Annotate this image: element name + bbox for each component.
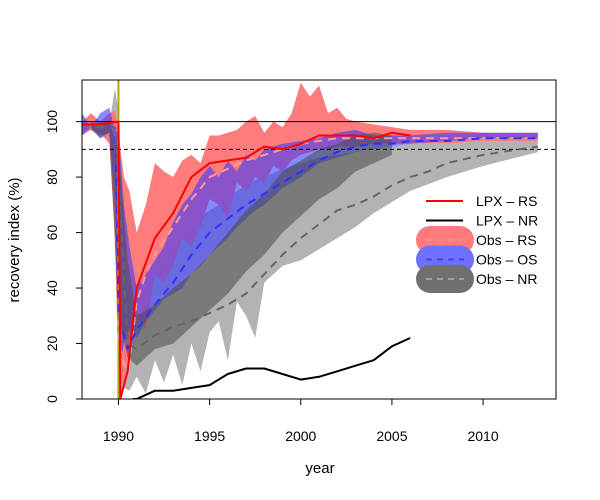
x-tick-label-1990: 1990	[103, 428, 134, 444]
series-lpx-nr	[133, 337, 411, 399]
legend-entry-lpx-nr: LPX – NR	[426, 213, 538, 229]
plot-frame	[81, 79, 557, 400]
legend-swatch	[416, 265, 474, 293]
y-tick-label-0: 0	[44, 395, 60, 403]
y-tick-label-100: 100	[44, 110, 60, 134]
legend-label: LPX – RS	[476, 193, 537, 209]
series-lines	[82, 120, 538, 399]
legend-label: Obs – RS	[476, 232, 537, 248]
legend-entry-obs-nr: Obs – NR	[416, 265, 537, 293]
y-axis-label: recovery index (%)	[6, 177, 23, 302]
legend: LPX – RS LPX – NR Obs – RS Obs – OS Obs – NR	[416, 193, 538, 293]
legend-label: Obs – NR	[476, 271, 537, 287]
y-tick-label-60: 60	[44, 225, 60, 241]
axes: 1990 1995 2000 2005 2010 0 20 40 60 80 100	[44, 110, 499, 444]
series-obs-rs-median	[82, 123, 538, 378]
y-tick-label-80: 80	[44, 169, 60, 185]
y-tick-label-40: 40	[44, 280, 60, 296]
legend-label: Obs – OS	[476, 252, 537, 268]
band-obs-rs	[82, 82, 538, 388]
band-obs-nr-dark-core	[91, 121, 392, 366]
series-obs-os-median	[82, 123, 538, 351]
x-tick-label-2000: 2000	[285, 428, 316, 444]
x-axis-label: year	[305, 460, 334, 477]
x-tick-label-2010: 2010	[467, 428, 498, 444]
series-obs-nr-median	[82, 123, 538, 351]
bands-layer	[82, 82, 538, 394]
series-lpx-rs	[82, 120, 411, 399]
y-tick-label-20: 20	[44, 336, 60, 352]
legend-label: LPX – NR	[476, 213, 538, 229]
x-tick-label-1995: 1995	[194, 428, 225, 444]
legend-entry-lpx-rs: LPX – RS	[426, 193, 537, 209]
x-tick-label-2005: 2005	[376, 428, 407, 444]
